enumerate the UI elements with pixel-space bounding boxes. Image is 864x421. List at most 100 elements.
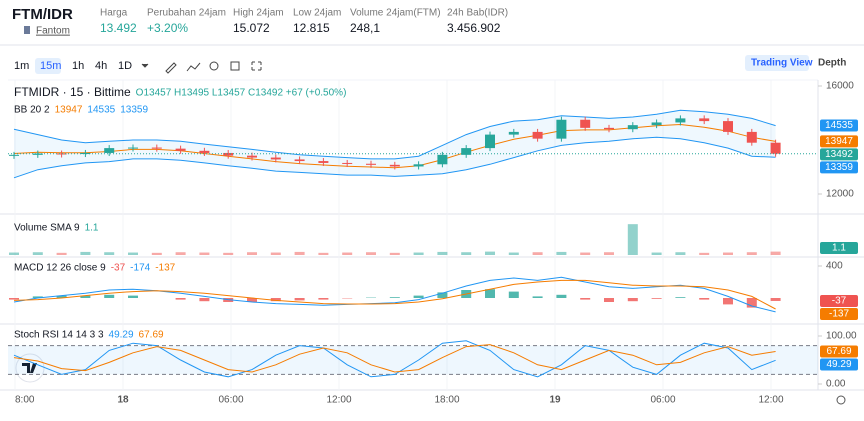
candle [580, 120, 590, 128]
candle [176, 149, 186, 151]
macd-hist [9, 298, 19, 300]
price-badge-text: -137 [829, 309, 849, 320]
volume-bar [176, 252, 186, 255]
macd-hist [199, 298, 209, 301]
volume-bar [747, 252, 757, 255]
volume-bar [699, 253, 709, 255]
price-badge-text: 67.69 [826, 346, 851, 357]
price-badge-text: 49.29 [826, 359, 851, 370]
legend-text: O13457 H13495 L13457 C13492 +67 (+0.50%) [136, 88, 347, 99]
volume-bar [104, 252, 114, 255]
candle [152, 148, 162, 149]
price-badge-text: 1.1 [832, 243, 846, 254]
macd-hist [295, 298, 305, 300]
candle [628, 125, 638, 129]
volume-bar [414, 253, 424, 255]
price-badge-text: 14535 [825, 120, 853, 131]
volume-bar [556, 252, 566, 255]
interval-button[interactable]: 15m [40, 60, 61, 72]
macd-hist [652, 298, 662, 299]
view-button[interactable]: Trading View [751, 58, 813, 69]
macd-hist [104, 295, 114, 298]
candle [366, 164, 376, 165]
macd-hist [580, 298, 590, 300]
volume-bar [533, 252, 543, 255]
pair: FTM/IDR [12, 6, 73, 23]
volume-bar [128, 253, 138, 255]
volume-bar [9, 253, 19, 255]
candle [652, 122, 662, 125]
volume-bar [33, 252, 43, 255]
candle [342, 163, 352, 164]
price-badge-text: 13947 [825, 136, 853, 147]
x-tick-label: 18 [117, 395, 129, 406]
legend-text: 13359 [120, 105, 148, 116]
candle [104, 148, 114, 153]
legend-text: 14535 [87, 105, 115, 116]
price-badge-text: 13492 [825, 149, 853, 160]
y-tick-label: 100.00 [826, 331, 857, 342]
x-tick-label: 12:00 [326, 395, 351, 406]
interval-button[interactable]: 1m [14, 60, 29, 72]
volume-bar [390, 253, 400, 255]
y-tick-label: 12000 [826, 189, 854, 200]
candle [461, 148, 471, 155]
volume-bar [223, 253, 233, 255]
stat-value: 13.492 [100, 21, 137, 35]
legend-text: 1.1 [85, 223, 99, 234]
price-badge-text: 13359 [825, 162, 853, 173]
stat-label: Volume 24jam(FTM) [350, 8, 441, 19]
legend-text: FTMIDR · 15 · Bittime [14, 85, 131, 99]
x-tick-label: 12:00 [758, 395, 783, 406]
legend-text: -37 [111, 263, 126, 274]
coin-name[interactable]: Fantom [36, 26, 70, 37]
legend-text: 13947 [55, 105, 83, 116]
macd-hist [318, 298, 328, 300]
candle [128, 148, 138, 149]
macd-hist [414, 296, 424, 298]
stat-label: 24h Bab(IDR) [447, 8, 508, 19]
macd-hist [533, 296, 543, 298]
volume-bar [318, 253, 328, 255]
coin-icon [24, 26, 30, 34]
x-tick-label: 06:00 [650, 395, 675, 406]
volume-bar [628, 224, 638, 255]
macd-hist [675, 297, 685, 298]
volume-bar [461, 252, 471, 255]
stat-value: 248,1 [350, 21, 380, 35]
stat-value: +3.20% [147, 21, 188, 35]
interval-button[interactable]: 4h [95, 60, 107, 72]
candle [437, 155, 447, 164]
candle [414, 164, 424, 166]
x-tick-label: 06:00 [218, 395, 243, 406]
stat-label: High 24jam [233, 8, 284, 19]
interval-button[interactable]: 1h [72, 60, 84, 72]
volume-bar [485, 252, 495, 255]
candle [556, 120, 566, 139]
candle [699, 118, 709, 121]
volume-bar [509, 253, 519, 255]
y-tick-label: 0.00 [826, 379, 846, 390]
volume-bar [57, 253, 67, 255]
stat-value: 12.815 [293, 21, 330, 35]
candle [675, 118, 685, 122]
macd-hist [771, 298, 781, 301]
macd-hist [628, 298, 638, 301]
macd-hist [390, 297, 400, 298]
macd-hist [699, 298, 709, 300]
legend-text: -174 [130, 263, 150, 274]
candle [723, 121, 733, 132]
candle [318, 161, 328, 163]
interval-button[interactable]: 1D [118, 60, 132, 72]
view-button[interactable]: Depth [818, 58, 846, 69]
candle [533, 132, 543, 139]
volume-bar [152, 253, 162, 255]
volume-bar [342, 253, 352, 255]
stat-label: Low 24jam [293, 8, 341, 19]
legend-text: -137 [155, 263, 175, 274]
volume-bar [771, 252, 781, 255]
macd-hist [509, 292, 519, 298]
legend-text: Stoch RSI 14 14 3 3 [14, 330, 104, 341]
legend-text: Volume SMA 9 [14, 223, 80, 234]
